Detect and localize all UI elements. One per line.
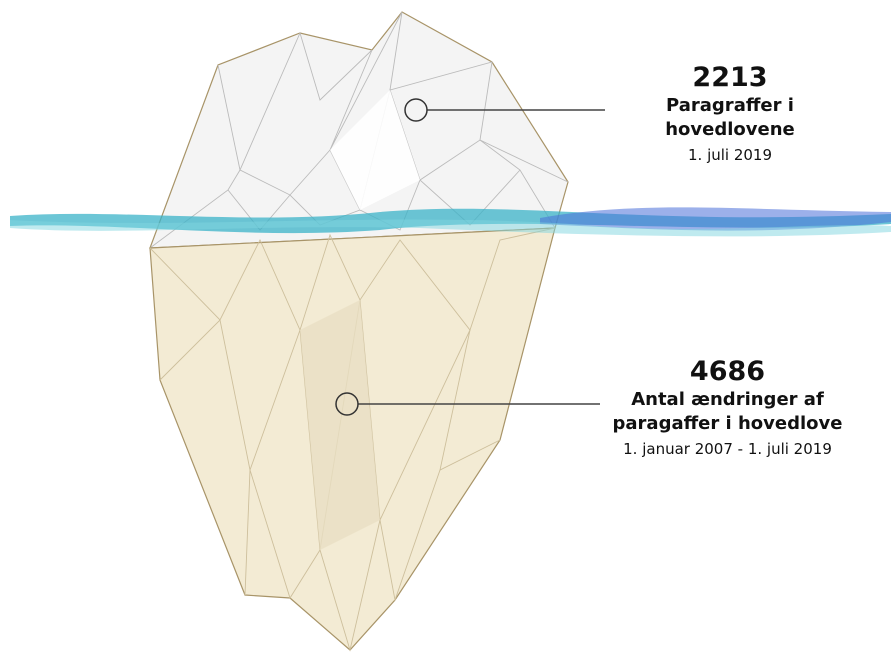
water <box>10 207 891 237</box>
annotation-date: 1. januar 2007 - 1. juli 2019 <box>623 440 832 458</box>
annotation: 4686 Antal ændringer af paragaffer i hov… <box>590 356 865 460</box>
iceberg-top <box>149 11 569 249</box>
annotation-value: 4686 <box>689 356 766 387</box>
iceberg-bottom <box>149 227 556 652</box>
annotation-label: Antal ændringer af paragaffer i hovedlov… <box>612 389 843 434</box>
callout-bottom <box>335 392 600 416</box>
annotation-value: 2213 <box>692 62 768 93</box>
callout-top <box>404 98 605 122</box>
annotation: 2213 Paragraffer i hovedlovene 1. juli 2… <box>645 62 815 166</box>
annotation-date: 1. juli 2019 <box>687 146 773 164</box>
annotation-label: Paragraffer i hovedlovene <box>665 95 795 140</box>
